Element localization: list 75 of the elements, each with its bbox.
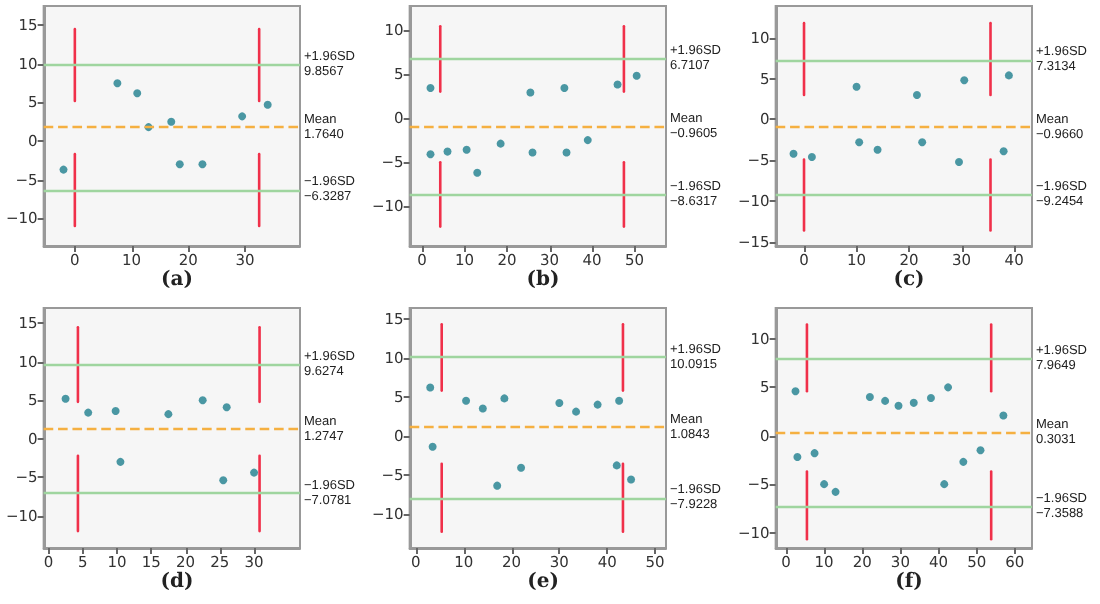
point — [612, 461, 621, 470]
point — [198, 160, 207, 169]
point — [1004, 71, 1013, 80]
point — [500, 394, 509, 403]
point — [426, 383, 435, 392]
point — [810, 449, 819, 458]
point — [496, 139, 505, 148]
text: (c) — [893, 269, 925, 291]
point — [615, 396, 624, 405]
point — [164, 410, 173, 419]
point — [855, 138, 864, 147]
point — [562, 148, 571, 157]
point — [116, 457, 125, 466]
point — [222, 403, 231, 412]
point — [954, 157, 963, 166]
point — [820, 480, 829, 489]
point — [473, 168, 482, 177]
point — [959, 457, 968, 466]
point — [909, 398, 918, 407]
point — [852, 82, 861, 91]
text: (b) — [526, 269, 560, 291]
point — [526, 88, 535, 97]
point — [789, 149, 798, 158]
point — [999, 147, 1008, 156]
point — [478, 404, 487, 413]
point — [198, 396, 207, 405]
point — [428, 442, 437, 451]
point — [84, 408, 93, 417]
point — [918, 138, 927, 147]
point — [111, 407, 120, 416]
point — [583, 136, 592, 145]
point — [632, 71, 641, 80]
point — [443, 147, 452, 156]
point — [238, 112, 247, 121]
point — [999, 411, 1008, 420]
point — [627, 475, 636, 484]
point — [175, 160, 184, 169]
point — [462, 396, 471, 405]
point — [219, 476, 228, 485]
text: (d) — [160, 571, 194, 593]
point — [572, 407, 581, 416]
point — [873, 145, 882, 154]
point — [960, 76, 969, 85]
text: (f) — [895, 571, 923, 593]
point — [593, 400, 602, 409]
text: (a) — [161, 269, 193, 291]
point — [791, 387, 800, 396]
point — [517, 463, 526, 472]
point — [555, 399, 564, 408]
point — [912, 90, 921, 99]
point — [865, 393, 874, 402]
point — [133, 89, 142, 98]
point — [613, 80, 622, 89]
point — [926, 394, 935, 402]
point — [250, 468, 259, 477]
point — [61, 394, 70, 403]
point — [894, 401, 903, 410]
point — [831, 487, 840, 496]
point — [940, 480, 949, 489]
text: (e) — [527, 571, 559, 593]
point — [263, 100, 272, 109]
point — [793, 453, 802, 462]
point — [462, 145, 471, 154]
point — [944, 383, 953, 392]
point — [426, 84, 435, 93]
point — [560, 84, 569, 93]
point — [493, 481, 502, 490]
point — [113, 79, 122, 88]
point — [528, 148, 537, 157]
point — [426, 150, 435, 159]
point — [976, 446, 985, 455]
point — [881, 396, 890, 405]
point — [167, 117, 176, 126]
point — [59, 165, 68, 174]
point — [807, 153, 816, 162]
